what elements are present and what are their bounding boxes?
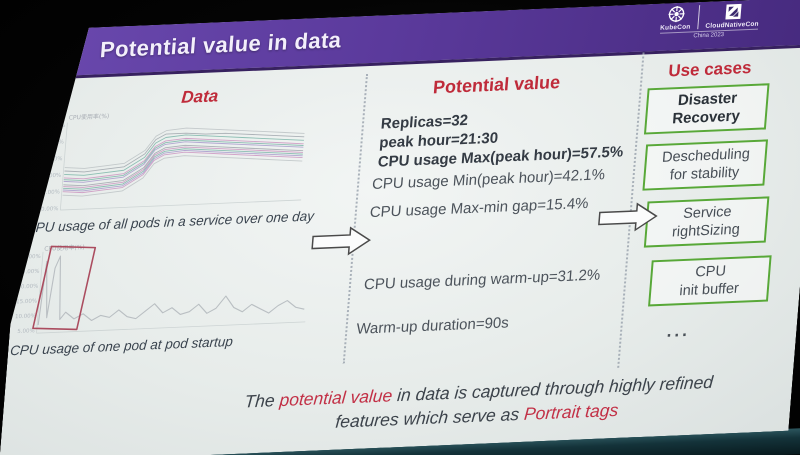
- usecase-box-disaster-recovery: Disaster Recovery: [644, 83, 770, 134]
- kubecon-helm-icon: [667, 5, 686, 24]
- conference-badge: KubeCon CloudNativeCon China 2023: [638, 1, 781, 42]
- y-tick-label: 20.00%: [37, 206, 58, 213]
- pods-cpu-chart: CPU使用率(%) 70.00% 60.00% 50.00% 40.00% 30.00%…: [32, 102, 313, 223]
- y-tick-label: 60.00%: [43, 139, 64, 146]
- arrow-data-to-value-icon: [309, 224, 374, 259]
- footer-summary: The potential value in data is captured …: [170, 367, 785, 441]
- chart-line: [64, 133, 305, 179]
- badge-divider: [697, 5, 700, 29]
- y-tick-label: 10.00%: [15, 313, 36, 320]
- use-cases-heading: Use cases: [667, 57, 753, 81]
- y-tick-label: 20.00%: [17, 284, 38, 291]
- usecase-line: rightSizing: [671, 221, 741, 241]
- chart-line: [64, 130, 305, 176]
- y-tick-label: 25.00%: [18, 269, 39, 276]
- usecase-box-rightsizing: Service rightSizing: [644, 196, 770, 247]
- chart-line: [63, 145, 304, 191]
- footer-highlight-potential-value: potential value: [278, 385, 394, 411]
- usecase-line: init buffer: [678, 280, 740, 300]
- y-tick-label: 5.00%: [17, 328, 35, 335]
- y-tick-label: 30.00%: [39, 189, 60, 196]
- chart-line: [64, 137, 305, 183]
- chart-line: [62, 151, 303, 197]
- more-usecases-ellipsis: ...: [666, 320, 691, 341]
- y-tick-label: 70.00%: [44, 123, 65, 130]
- chart2-axis-title: CPU使用率(%): [44, 243, 85, 253]
- pods-cpu-chart-svg: CPU使用率(%) 70.00% 60.00% 50.00% 40.00% 30.00%…: [33, 102, 313, 218]
- chart-line: [65, 123, 306, 169]
- kubecon-logo-group: KubeCon: [660, 4, 692, 31]
- startup-cpu-chart: CPU使用率(%) 30.00% 25.00% 20.00% 15.00% 10.00%…: [9, 232, 317, 346]
- fact-warmup-usage: CPU usage during warm-up=31.2%: [363, 266, 601, 294]
- fact-warmup-duration: Warm-up duration=90s: [355, 314, 510, 338]
- primary-facts: Replicas=32 peak hour=21:30 CPU usage Ma…: [377, 104, 627, 172]
- arrow-value-to-usecases-icon: [596, 200, 661, 235]
- startup-spike-highlight-box: [33, 245, 96, 332]
- chart-line: [63, 147, 304, 193]
- cloudnativecon-icon: [723, 2, 742, 21]
- chart-line: [38, 246, 309, 325]
- y-tick-label: 50.00%: [41, 156, 62, 163]
- usecase-box-descheduling: Descheduling for stability: [642, 139, 768, 190]
- y-tick-label: 30.00%: [19, 254, 40, 261]
- chart-line: [63, 140, 304, 186]
- footer-text: in data is captured through highly refin…: [391, 371, 714, 406]
- footer-highlight-portrait-tags: Portrait tags: [523, 399, 620, 424]
- usecase-line: for stability: [669, 164, 740, 184]
- chart-line: [63, 144, 304, 190]
- chart-line: [63, 142, 304, 188]
- footer-text: The: [243, 389, 281, 412]
- usecase-box-init-buffer: CPU init buffer: [648, 255, 772, 306]
- chart-line: [64, 135, 305, 181]
- fact-max-min-gap: CPU usage Max-min gap=15.4%: [369, 194, 590, 222]
- usecase-line: Recovery: [671, 107, 741, 128]
- potential-value-heading: Potential value: [432, 71, 561, 98]
- chart-line: [64, 128, 305, 173]
- slide-title: Potential value in data: [99, 27, 343, 63]
- footer-text: features which serve as: [334, 403, 525, 432]
- y-tick-label: 40.00%: [40, 173, 61, 180]
- kubecon-label: KubeCon: [659, 23, 691, 32]
- slide-header-banner: Potential value in data: [30, 0, 800, 80]
- y-tick-label: 15.00%: [16, 299, 37, 306]
- chart1-axis-title: CPU使用率(%): [68, 112, 109, 122]
- startup-cpu-chart-svg: CPU使用率(%) 30.00% 25.00% 20.00% 15.00% 10.00%…: [9, 232, 316, 341]
- cloudnativecon-logo-group: CloudNativeCon: [705, 2, 760, 30]
